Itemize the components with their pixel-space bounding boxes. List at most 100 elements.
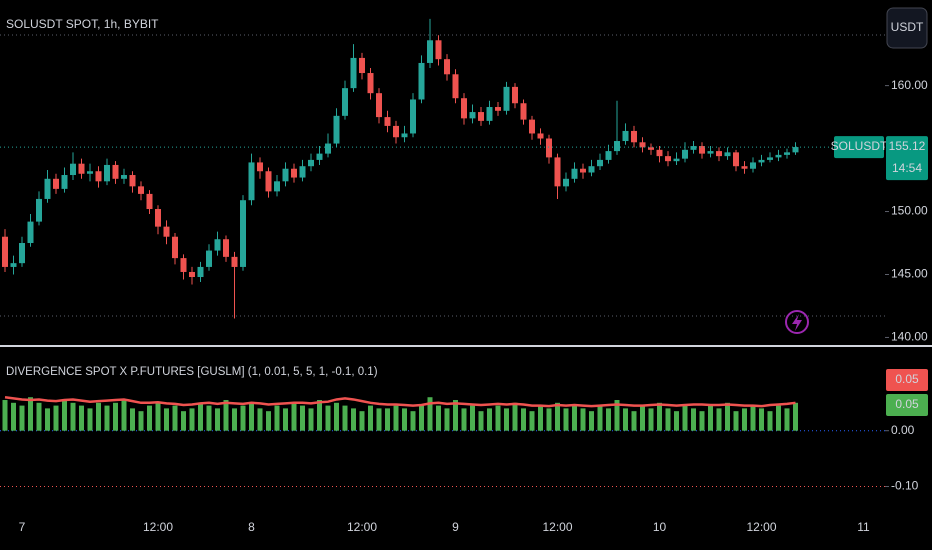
candle-body: [367, 73, 374, 94]
candle-body: [333, 115, 340, 144]
currency-label[interactable]: USDT: [891, 20, 924, 34]
indicator-bar: [342, 405, 348, 431]
candle-body: [597, 159, 603, 167]
candle-body: [138, 186, 144, 194]
indicator-bar: [172, 405, 178, 431]
candle-body: [155, 209, 161, 227]
candle-body: [87, 171, 93, 174]
candle-body: [299, 166, 306, 178]
candle-body: [792, 147, 799, 153]
candle-body: [325, 143, 331, 154]
indicator-bar: [759, 408, 764, 431]
candle-body: [427, 40, 433, 63]
indicator-bar: [19, 405, 25, 431]
indicator-bar: [87, 408, 93, 431]
candle-body: [563, 178, 569, 187]
indicator-bar: [70, 402, 76, 431]
indicator-bar: [2, 400, 8, 431]
candle-body: [248, 162, 255, 201]
indicator-bar: [325, 405, 331, 431]
alert-icon[interactable]: [785, 310, 809, 334]
candle-body: [129, 175, 136, 187]
indicator-bar: [716, 408, 722, 431]
indicator-bar: [113, 402, 118, 431]
indicator-bar: [614, 400, 620, 431]
indicator-bar: [784, 408, 790, 431]
alert-bolt: [792, 314, 802, 331]
candle-body: [223, 239, 229, 257]
y-tick-label: 140.00: [891, 330, 928, 344]
candle-body: [359, 57, 365, 74]
indicator-bar: [155, 402, 161, 431]
candle-body: [758, 159, 765, 163]
candle-body: [206, 250, 212, 267]
candle-body: [104, 164, 110, 182]
candle-body: [197, 266, 204, 278]
candle-body: [172, 236, 178, 259]
indicator-bar: [121, 400, 127, 431]
indicator-bar: [283, 408, 288, 431]
candle-body: [308, 159, 314, 167]
candle-body: [274, 181, 280, 192]
x-tick-label: 10: [653, 520, 667, 534]
indicator-bar: [376, 408, 382, 431]
candle-body: [36, 198, 42, 222]
indicator-bar: [427, 397, 433, 431]
indicator-bar: [529, 411, 535, 431]
indicator-bar: [623, 408, 628, 431]
indicator-bar: [11, 402, 16, 431]
candle-body: [699, 146, 705, 154]
candle-body: [478, 112, 484, 121]
candle-body: [146, 193, 153, 210]
indicator-bar: [189, 408, 195, 431]
y-tick-label: 0.00: [891, 423, 915, 437]
x-tick-label: 12:00: [746, 520, 776, 534]
indicator-line: [4, 395, 796, 408]
currency-button[interactable]: [886, 7, 928, 49]
indicator-bar: [28, 397, 33, 431]
price-badge: [886, 136, 928, 181]
candle-body: [435, 40, 442, 60]
candle-body: [189, 271, 195, 278]
y-tick-label: 145.00: [891, 267, 928, 281]
candle-body: [444, 59, 450, 75]
candle-body: [512, 86, 518, 104]
candle-body: [665, 156, 671, 162]
indicator-bar: [461, 408, 467, 431]
indicator-bar: [334, 402, 339, 431]
indicator-bar: [368, 405, 373, 431]
x-tick-label: 8: [248, 520, 255, 534]
indicator-bar: [665, 408, 671, 431]
y-tick-label: 150.00: [891, 204, 928, 218]
indicator-bar: [478, 411, 484, 431]
indicator-bar: [495, 405, 501, 431]
candle-body: [410, 99, 416, 134]
indicator-bar: [597, 405, 603, 431]
candle-body: [393, 125, 399, 138]
candle-body: [461, 98, 467, 119]
y-tick-label: 160.00: [891, 78, 928, 92]
indicator-bar: [708, 405, 713, 431]
indicator-bar: [223, 400, 229, 431]
x-tick-label: 9: [452, 520, 459, 534]
candle-body: [384, 117, 391, 126]
indicator-bar: [470, 405, 475, 431]
candle-body: [767, 157, 773, 160]
indicator-bar: [589, 411, 594, 431]
indicator-bar: [393, 405, 399, 431]
indicator-bar: [147, 405, 152, 431]
indicator-bar: [274, 405, 280, 431]
indicator-bar: [249, 402, 254, 431]
candle-body: [648, 147, 654, 150]
y-tick-label: -0.10: [891, 479, 919, 493]
candle-body: [231, 256, 238, 267]
indicator-bar: [504, 408, 509, 431]
indicator-bar: [691, 408, 696, 431]
candle-body: [741, 166, 748, 169]
candle-body: [350, 57, 357, 89]
candle-body: [503, 86, 510, 111]
candle-body: [316, 153, 323, 160]
indicator-bar: [291, 402, 297, 431]
candle-body: [282, 168, 289, 182]
indicator-bar: [725, 402, 730, 431]
